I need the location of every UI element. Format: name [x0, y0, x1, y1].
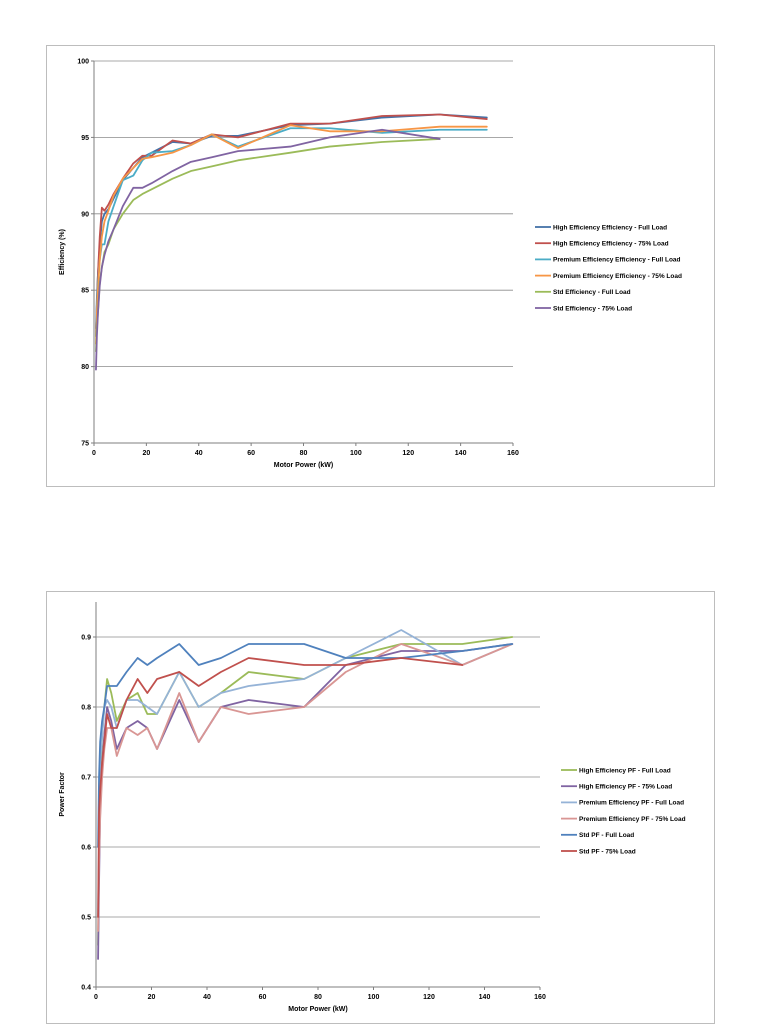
series-line-premium-efficiency-efficiency-full-load	[95, 127, 488, 337]
x-tick-label: 40	[203, 994, 211, 1001]
efficiency-chart-svg: 75 80 85 90 95 100 0 20 40 60 80 100 120 140 160 Motor …	[59, 59, 682, 470]
legend-label: Std Efficiency - 75% Load	[553, 305, 632, 312]
y-axis-title: Efficiency (%)	[59, 229, 66, 275]
series-line-high-efficiency-pf-75-load	[97, 643, 514, 960]
y-tick-label: 75	[81, 441, 89, 448]
x-tick-label: 160	[534, 994, 546, 1001]
x-tick-label: 20	[142, 450, 150, 457]
x-axis-title: Motor Power (kW)	[274, 462, 334, 469]
y-tick-label: 80	[81, 364, 89, 371]
y-tick-label: 85	[81, 288, 89, 295]
power-factor-chart-svg: 0.4 0.5 0.6 0.7 0.8 0.9 0 20 40 60 80 100 120 140 160 M…	[59, 602, 686, 1013]
series-line-premium-efficiency-efficiency-75-load	[95, 124, 488, 345]
y-tick-label: 0.5	[81, 915, 91, 922]
x-tick-label: 0	[92, 450, 96, 457]
legend-label: Premium Efficiency PF - Full Load	[579, 800, 684, 807]
y-tick-label: 0.4	[81, 985, 91, 992]
series-line-high-efficiency-efficiency-75-load	[95, 113, 488, 337]
y-tick-label: 95	[81, 135, 89, 142]
series-line-std-efficiency-full-load	[95, 138, 441, 353]
legend-label: High Efficiency Efficiency - Full Load	[553, 224, 667, 231]
series-line-std-efficiency-75-load	[95, 128, 441, 371]
efficiency-chart: 75 80 85 90 95 100 0 20 40 60 80 100 120 140 160 Motor …	[46, 45, 715, 487]
legend-label: Std PF - 75% Load	[579, 848, 636, 855]
x-tick-label: 140	[455, 450, 467, 457]
x-tick-label: 140	[479, 994, 491, 1001]
x-tick-label: 0	[94, 994, 98, 1001]
x-tick-label: 20	[148, 994, 156, 1001]
x-tick-label: 120	[402, 450, 414, 457]
legend-label: High Efficiency Efficiency - 75% Load	[553, 241, 669, 248]
legend-label: Premium Efficiency PF - 75% Load	[579, 816, 686, 823]
legend-label: Premium Efficiency Efficiency - Full Loa…	[553, 257, 681, 264]
x-tick-label: 40	[195, 450, 203, 457]
legend-label: Std Efficiency - Full Load	[553, 289, 631, 296]
y-axis-title: Power Factor	[59, 772, 66, 817]
x-tick-label: 100	[350, 450, 362, 457]
x-tick-label: 60	[247, 450, 255, 457]
y-tick-label: 100	[77, 59, 89, 66]
x-tick-label: 60	[259, 994, 267, 1001]
legend-label: Std PF - Full Load	[579, 832, 634, 839]
x-tick-label: 100	[368, 994, 380, 1001]
series-line-premium-efficiency-pf-full-load	[97, 629, 514, 918]
y-tick-label: 0.9	[81, 635, 91, 642]
y-tick-label: 0.8	[81, 705, 91, 712]
x-tick-label: 160	[507, 450, 519, 457]
x-tick-label: 80	[300, 450, 308, 457]
y-tick-label: 0.6	[81, 845, 91, 852]
y-tick-label: 90	[81, 211, 89, 218]
x-tick-label: 120	[423, 994, 435, 1001]
x-axis-title: Motor Power (kW)	[288, 1006, 348, 1013]
y-tick-label: 0.7	[81, 775, 91, 782]
series-line-premium-efficiency-pf-75-load	[97, 643, 514, 932]
series-line-std-pf-full-load	[97, 643, 514, 848]
power-factor-chart: 0.4 0.5 0.6 0.7 0.8 0.9 0 20 40 60 80 100 120 140 160 M…	[46, 591, 715, 1024]
legend-label: High Efficiency PF - Full Load	[579, 767, 671, 774]
legend-label: Premium Efficiency Efficiency - 75% Load	[553, 273, 682, 280]
x-tick-label: 80	[314, 994, 322, 1001]
series-line-std-pf-75-load	[97, 657, 464, 918]
legend-label: High Efficiency PF - 75% Load	[579, 784, 672, 791]
series-line-high-efficiency-pf-full-load	[97, 636, 514, 946]
